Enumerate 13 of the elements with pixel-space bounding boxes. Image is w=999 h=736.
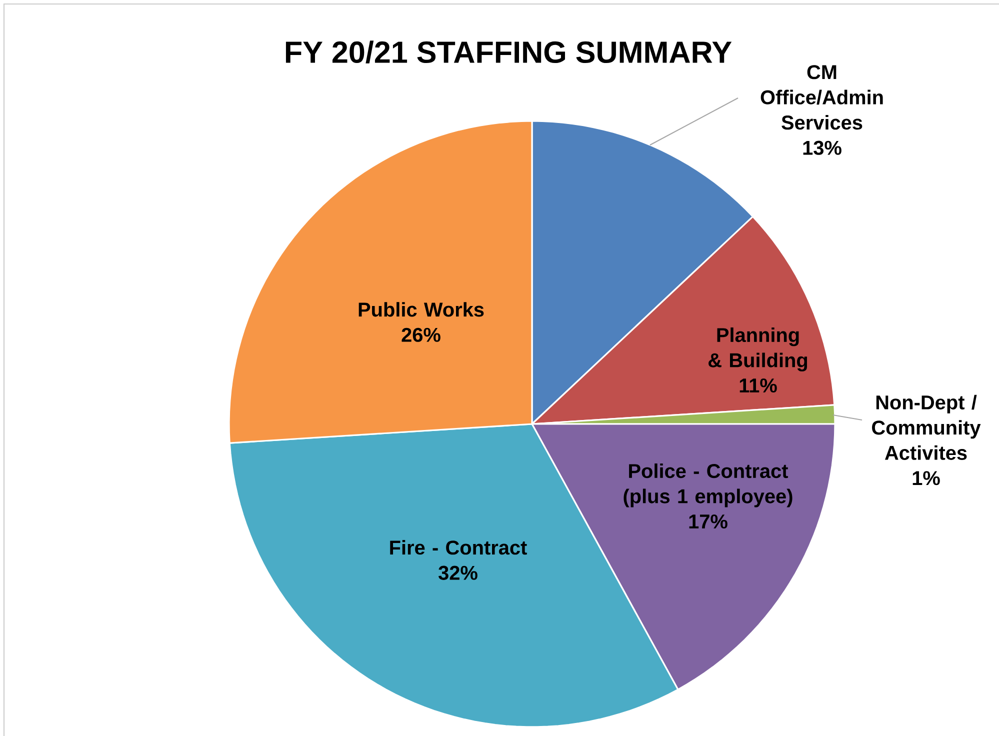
slice-label: Planning & Building (708, 327, 808, 372)
data-label: 26% (402, 328, 440, 342)
chart-title: FY 20/21 STAFFING SUMMARY (286, 40, 732, 64)
slice-label: Non-Dept / Community Activites (872, 394, 981, 460)
slice-label: CM Office/Admin Services (760, 65, 883, 130)
data-label: 13% (803, 140, 842, 155)
data-label: 1% (912, 471, 940, 486)
data-label: 32% (438, 566, 478, 580)
slice-label: Police - Contract (plus 1 employee) (624, 463, 792, 508)
data-label: 11% (740, 378, 777, 393)
slice-label: Fire - Contract (390, 540, 527, 555)
slice-label: Public Works (358, 302, 484, 317)
data-label: 17% (689, 514, 728, 529)
